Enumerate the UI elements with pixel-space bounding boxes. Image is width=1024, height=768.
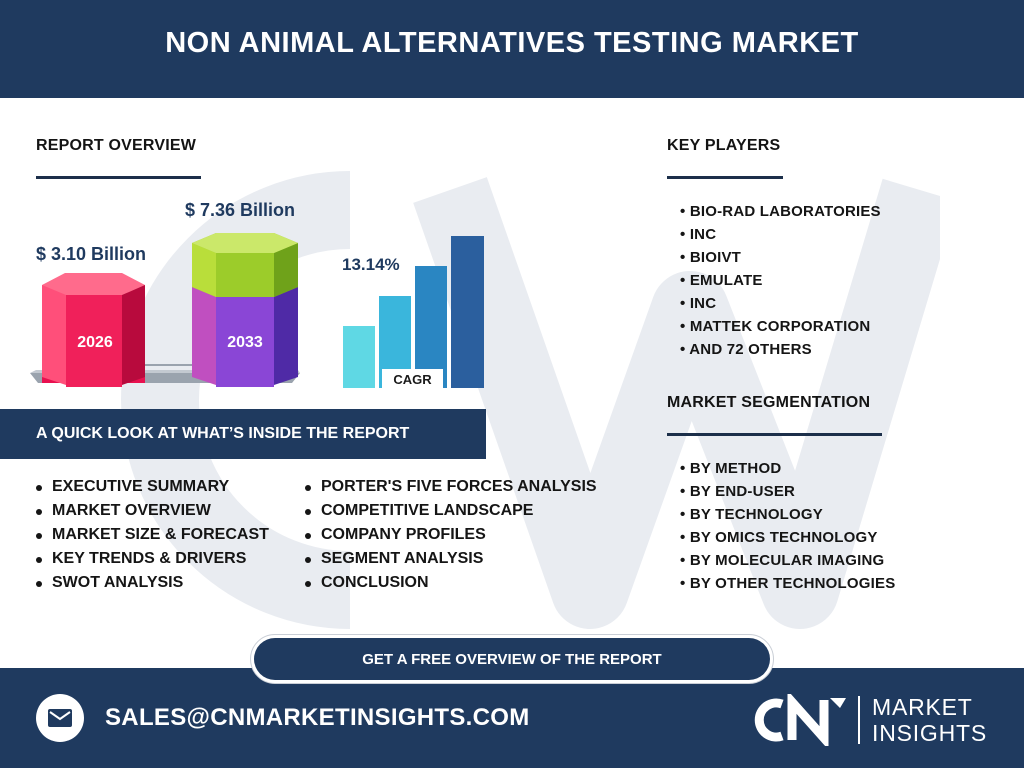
list-item: COMPETITIVE LANDSCAPE [305, 499, 597, 523]
list-item: CONCLUSION [305, 571, 597, 595]
list-item: SEGMENT ANALYSIS [305, 547, 597, 571]
cagr-bar-4 [451, 236, 484, 388]
list-item: • MATTEK CORPORATION [680, 318, 871, 335]
contact-email[interactable]: SALES@CNMARKETINSIGHTS.COM [105, 704, 530, 731]
list-item: • BY END-USER [680, 483, 796, 500]
quick-look-list-1: EXECUTIVE SUMMARY MARKET OVERVIEW MARKET… [36, 475, 269, 595]
page-footer [0, 668, 1024, 768]
list-item: KEY TRENDS & DRIVERS [36, 547, 269, 571]
envelope-glyph [48, 709, 72, 727]
quick-look-title: A QUICK LOOK AT WHAT’S INSIDE THE REPORT [36, 425, 410, 442]
list-item: • AND 72 OTHERS [680, 341, 812, 358]
value-2026-label: $ 3.10 Billion [36, 244, 147, 264]
brand-line-2: INSIGHTS [872, 720, 988, 746]
prism-2033-year: 2033 [227, 334, 263, 351]
list-item: MARKET OVERVIEW [36, 499, 269, 523]
quick-look-list-2: PORTER'S FIVE FORCES ANALYSIS COMPETITIV… [305, 475, 597, 595]
market-size-prisms [30, 233, 300, 387]
report-overview-title: REPORT OVERVIEW [36, 137, 197, 154]
list-item: • INC [680, 295, 717, 312]
list-item: • BY OMICS TECHNOLOGY [680, 529, 878, 546]
envelope-icon[interactable] [36, 694, 84, 742]
list-item: COMPANY PROFILES [305, 523, 597, 547]
list-item: • BY METHOD [680, 460, 782, 477]
quick-look-banner: A QUICK LOOK AT WHAT’S INSIDE THE REPORT [0, 409, 486, 459]
value-2033-label: $ 7.36 Billion [185, 200, 296, 220]
list-item: EXECUTIVE SUMMARY [36, 475, 269, 499]
cagr-bars [343, 236, 484, 388]
list-item: • EMULATE [680, 272, 763, 289]
page-title: NON ANIMAL ALTERNATIVES TESTING MARKET [165, 26, 859, 59]
list-item: • BY TECHNOLOGY [680, 506, 823, 523]
page-header: NON ANIMAL ALTERNATIVES TESTING MARKET [0, 0, 1024, 98]
key-players-list: • BIO-RAD LABORATORIES • INC • BIOIVT • … [680, 200, 881, 361]
list-item: • BIOIVT [680, 249, 742, 266]
cagr-label-box [382, 369, 443, 388]
list-item: SWOT ANALYSIS [36, 571, 269, 595]
brand-divider [858, 696, 860, 744]
key-players-title: KEY PLAYERS [667, 137, 781, 154]
cagr-bar-1 [343, 326, 375, 388]
cagr-label: CAGR [393, 372, 432, 387]
cagr-bar-3 [415, 266, 447, 388]
segmentation-title: MARKET SEGMENTATION [667, 394, 871, 411]
free-overview-button[interactable]: GET A FREE OVERVIEW OF THE REPORT [254, 638, 770, 680]
list-item: PORTER'S FIVE FORCES ANALYSIS [305, 475, 597, 499]
segmentation-underline [667, 433, 882, 436]
cagr-value: 13.14% [342, 255, 400, 274]
list-item: • INC [680, 226, 717, 243]
list-item: • BY MOLECULAR IMAGING [680, 552, 885, 569]
segmentation-list: • BY METHOD • BY END-USER • BY TECHNOLOG… [680, 457, 895, 595]
cn-logo [754, 694, 846, 746]
list-item: MARKET SIZE & FORECAST [36, 523, 269, 547]
list-item: • BY OTHER TECHNOLOGIES [680, 575, 896, 592]
prism-2026-year: 2026 [77, 334, 113, 351]
list-item: • BIO-RAD LABORATORIES [680, 203, 881, 220]
prism-2026 [42, 273, 145, 387]
brand-line-1: MARKET [872, 694, 973, 720]
prism-2033 [192, 233, 298, 387]
key-players-underline [667, 176, 783, 179]
report-overview-underline [36, 176, 201, 179]
